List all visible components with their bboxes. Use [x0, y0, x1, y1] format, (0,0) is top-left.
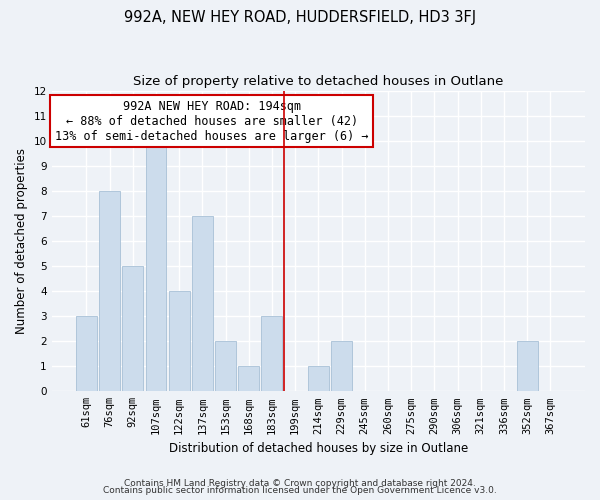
Bar [331, 341, 352, 392]
X-axis label: Distribution of detached houses by size in Outlane: Distribution of detached houses by size … [169, 442, 468, 455]
Bar [99, 191, 120, 392]
Text: 992A, NEW HEY ROAD, HUDDERSFIELD, HD3 3FJ: 992A, NEW HEY ROAD, HUDDERSFIELD, HD3 3F… [124, 10, 476, 25]
Text: 992A NEW HEY ROAD: 194sqm
← 88% of detached houses are smaller (42)
13% of semi-: 992A NEW HEY ROAD: 194sqm ← 88% of detac… [55, 100, 368, 142]
Bar [262, 316, 283, 392]
Bar [517, 341, 538, 392]
Text: Contains HM Land Registry data © Crown copyright and database right 2024.: Contains HM Land Registry data © Crown c… [124, 478, 476, 488]
Bar [76, 316, 97, 392]
Bar [146, 140, 166, 392]
Bar [169, 291, 190, 392]
Title: Size of property relative to detached houses in Outlane: Size of property relative to detached ho… [133, 75, 503, 88]
Bar [122, 266, 143, 392]
Y-axis label: Number of detached properties: Number of detached properties [15, 148, 28, 334]
Text: Contains public sector information licensed under the Open Government Licence v3: Contains public sector information licen… [103, 486, 497, 495]
Bar [308, 366, 329, 392]
Bar [215, 341, 236, 392]
Bar [192, 216, 213, 392]
Bar [238, 366, 259, 392]
